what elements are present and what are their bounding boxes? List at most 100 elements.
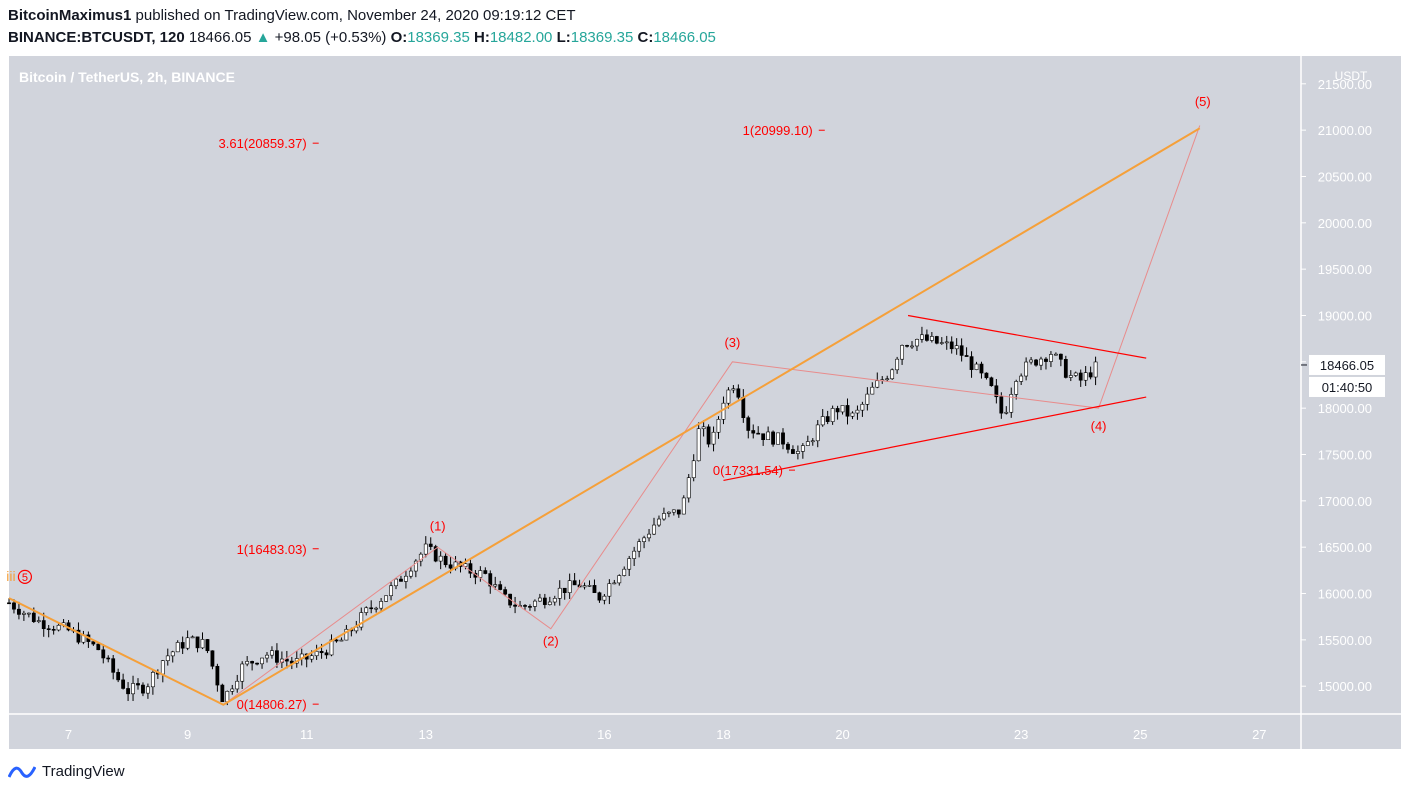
price-change: +98.05 (+0.53%) xyxy=(274,29,387,46)
candle-body xyxy=(781,432,785,445)
candle-body xyxy=(309,655,314,660)
candle-body xyxy=(567,580,572,593)
candle-body xyxy=(805,441,810,446)
candle-body xyxy=(126,688,130,695)
candle-body xyxy=(111,658,116,673)
drawings-layer xyxy=(8,125,1201,706)
candle-body xyxy=(284,658,289,662)
time-tick-label: 11 xyxy=(300,727,314,742)
candle-body xyxy=(751,430,756,434)
high-value: 18482.00 xyxy=(489,29,553,46)
candle-body xyxy=(17,608,21,615)
orange-trend-line xyxy=(8,127,1201,706)
candle-body xyxy=(934,336,939,344)
up-triangle-icon: ▲ xyxy=(255,29,271,46)
candle-body xyxy=(121,679,126,689)
candle-body xyxy=(230,688,235,692)
candle-body xyxy=(939,342,944,344)
publish-info: BitcoinMaximus1 published on TradingView… xyxy=(8,7,576,24)
tradingview-logo[interactable]: TradingView xyxy=(8,763,125,780)
published-text: published on TradingView.com, November 2… xyxy=(135,7,576,24)
candle-body xyxy=(647,533,651,539)
candle-body xyxy=(12,602,16,610)
candle-body xyxy=(820,416,825,426)
candle-body xyxy=(76,629,81,643)
candle-body xyxy=(776,432,780,445)
candle-body xyxy=(1073,372,1078,376)
chart-title: Bitcoin / TetherUS, 2h, BINANCE xyxy=(19,69,235,85)
tradingview-logo-icon xyxy=(8,765,36,778)
candle-body xyxy=(334,639,339,642)
candle-body xyxy=(170,651,175,657)
time-tick-label: 25 xyxy=(1133,727,1147,742)
time-tick-label: 16 xyxy=(597,727,611,742)
candle-body xyxy=(235,680,240,690)
wave-label: (5) xyxy=(1195,94,1211,109)
price-tick-label: 17500.00 xyxy=(1318,448,1372,463)
price-tick-label: 19500.00 xyxy=(1318,262,1372,277)
elliott-wave-path xyxy=(223,125,1201,706)
candle-body xyxy=(815,424,820,442)
candle-body xyxy=(1029,359,1033,363)
candle-body xyxy=(493,584,498,587)
price-tick-label: 21500.00 xyxy=(1318,77,1372,92)
candle-body xyxy=(185,637,190,649)
candle-body xyxy=(726,389,731,404)
candle-body xyxy=(1058,353,1063,360)
candle-body xyxy=(180,642,185,649)
candle-body xyxy=(999,396,1004,414)
candle-body xyxy=(622,568,627,576)
candle-body xyxy=(905,345,909,347)
price-tick-label: 16500.00 xyxy=(1318,540,1372,555)
author-name[interactable]: BitcoinMaximus1 xyxy=(8,7,132,24)
candle-body xyxy=(31,612,36,622)
time-axis[interactable] xyxy=(9,714,1401,749)
candle-body xyxy=(900,345,904,360)
triangle-lower-line xyxy=(723,396,1147,482)
wave-circled-label: 5 xyxy=(22,572,28,584)
candle-body xyxy=(696,428,701,462)
candle-body xyxy=(537,597,542,602)
candle-body xyxy=(468,563,473,574)
time-tick-label: 27 xyxy=(1252,727,1266,742)
candle-body xyxy=(26,612,31,615)
candle-body xyxy=(418,553,423,562)
candle-body xyxy=(433,546,438,562)
candle-body xyxy=(275,650,279,663)
candle-body xyxy=(825,416,830,422)
wave-label: (1) xyxy=(430,519,446,534)
candle-body xyxy=(423,543,428,555)
wave-degree-label: iii xyxy=(6,568,15,584)
candle-body xyxy=(731,388,736,391)
candle-body xyxy=(1083,372,1088,381)
last-price-tag: 18466.05 01:40:50 xyxy=(1301,354,1385,397)
candle-body xyxy=(379,601,384,609)
candle-body xyxy=(369,607,374,610)
candle-body xyxy=(106,657,111,660)
candle-body xyxy=(1024,361,1029,377)
candle-body xyxy=(542,597,547,605)
candle-body xyxy=(875,380,880,388)
candle-body xyxy=(711,431,716,445)
candle-body xyxy=(855,409,860,414)
candle-body xyxy=(786,443,790,450)
close-value: 18466.05 xyxy=(653,29,716,46)
candle-body xyxy=(994,385,999,398)
candle-body xyxy=(652,524,656,535)
wave-label: (3) xyxy=(724,335,740,350)
triangle-upper-line xyxy=(907,314,1147,359)
candle-body xyxy=(190,636,195,639)
candle-body xyxy=(1009,394,1014,413)
candle-body xyxy=(547,601,552,605)
candle-body xyxy=(165,655,170,662)
candle-body xyxy=(791,449,795,454)
candle-body xyxy=(766,431,771,440)
fib-level-label: 0(17331.54) xyxy=(713,463,783,478)
candle-body xyxy=(146,686,150,694)
candle-body xyxy=(741,396,746,418)
candle-body xyxy=(364,607,369,613)
candle-body xyxy=(131,683,135,695)
candle-body xyxy=(1093,361,1098,378)
candle-body xyxy=(890,369,895,380)
